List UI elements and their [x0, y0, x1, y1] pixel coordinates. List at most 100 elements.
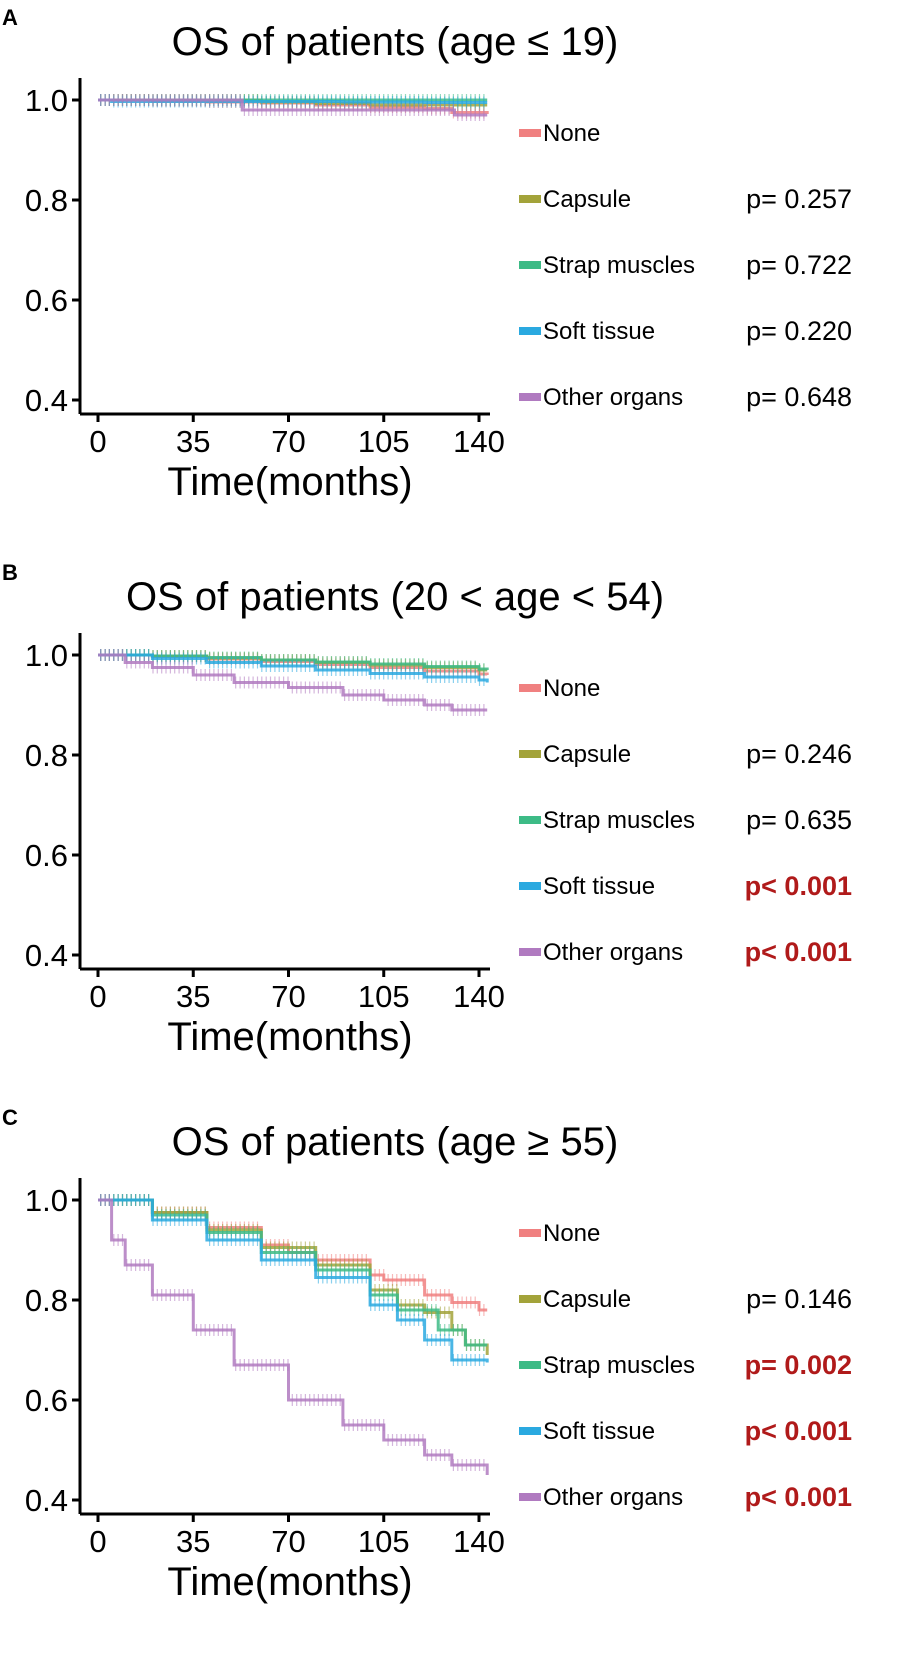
censor-marks — [100, 1194, 485, 1351]
censor-marks — [100, 94, 485, 121]
chart-svg-c: C OS of patients (age ≥ 55) 0.4 0.6 0.8 1.0 0 3… — [2, 1105, 852, 1604]
censor-marks — [100, 1194, 485, 1471]
p-value-strap-muscles: p= 0.635 — [746, 805, 852, 835]
legend-label-other-organs: Other organs — [543, 939, 683, 966]
legend-label-other-organs: Other organs — [543, 1484, 683, 1511]
series-soft-tissue — [98, 1194, 489, 1366]
y-tick-label: 0.6 — [25, 1383, 68, 1418]
legend-swatch-other-organs — [519, 393, 541, 401]
legend-label-capsule: Capsule — [543, 741, 631, 768]
legend-swatch-capsule — [519, 195, 541, 203]
survival-curve — [98, 1198, 489, 1355]
chart-title: OS of patients (20 < age < 54) — [126, 575, 664, 619]
x-tick-label: 140 — [453, 424, 505, 459]
series-soft-tissue — [98, 649, 489, 686]
legend-label-none: None — [543, 120, 600, 147]
p-value-soft-tissue: p= 0.220 — [746, 316, 852, 346]
panel-b: B OS of patients (20 < age < 54) 0.4 0.6 0.8… — [0, 555, 901, 1100]
legend-swatch-other-organs — [519, 1493, 541, 1501]
p-value-soft-tissue: p< 0.001 — [745, 1416, 852, 1446]
legend-swatch-strap-muscles — [519, 1361, 541, 1369]
x-tick-label: 140 — [453, 1524, 505, 1559]
x-tick-label: 70 — [271, 1524, 305, 1559]
x-tick-label: 140 — [453, 979, 505, 1014]
legend-swatch-none — [519, 1229, 541, 1237]
legend-label-strap-muscles: Strap muscles — [543, 1352, 695, 1379]
legend-swatch-strap-muscles — [519, 261, 541, 269]
y-tick-label: 0.8 — [25, 183, 68, 218]
legend-swatch-soft-tissue — [519, 882, 541, 890]
y-tick-label: 0.6 — [25, 838, 68, 873]
y-tick-label: 0.6 — [25, 283, 68, 318]
survival-curve — [98, 1198, 489, 1363]
p-value-capsule: p= 0.257 — [746, 184, 852, 214]
x-tick-label: 105 — [358, 424, 410, 459]
panel-letter: A — [2, 5, 18, 30]
y-tick-label: 0.4 — [25, 1483, 68, 1518]
legend-swatch-capsule — [519, 750, 541, 758]
legend-label-none: None — [543, 1220, 600, 1247]
survival-curve — [98, 1198, 489, 1475]
chart-title: OS of patients (age ≥ 55) — [172, 1120, 619, 1164]
series-other-organs — [98, 649, 488, 716]
censor-marks — [100, 649, 485, 716]
x-tick-label: 105 — [358, 979, 410, 1014]
x-axis-label: Time(months) — [167, 1015, 412, 1059]
series-strap-muscles — [98, 1194, 488, 1351]
legend-label-soft-tissue: Soft tissue — [543, 1418, 655, 1445]
chart-svg-b: B OS of patients (20 < age < 54) 0.4 0.6 0.8… — [2, 560, 852, 1059]
series-other-organs — [98, 94, 488, 121]
x-tick-label: 35 — [176, 979, 210, 1014]
p-value-strap-muscles: p= 0.002 — [745, 1350, 852, 1380]
panel-letter: B — [2, 560, 18, 585]
y-tick-label: 1.0 — [25, 638, 68, 673]
y-tick-label: 0.4 — [25, 938, 68, 973]
x-axis-label: Time(months) — [167, 1560, 412, 1604]
y-tick-label: 0.4 — [25, 383, 68, 418]
legend-label-other-organs: Other organs — [543, 384, 683, 411]
legend-label-strap-muscles: Strap muscles — [543, 252, 695, 279]
legend-swatch-none — [519, 129, 541, 137]
legend-label-capsule: Capsule — [543, 1286, 631, 1313]
x-axis-label: Time(months) — [167, 460, 412, 504]
legend-swatch-strap-muscles — [519, 816, 541, 824]
panel-letter: C — [2, 1105, 18, 1130]
chart-title: OS of patients (age ≤ 19) — [172, 20, 619, 64]
x-tick-label: 0 — [89, 1524, 106, 1559]
legend-label-soft-tissue: Soft tissue — [543, 873, 655, 900]
chart-svg-a: A OS of patients (age ≤ 19) 0.4 0.6 0.8 1.0 0 3… — [2, 5, 852, 504]
x-tick-label: 105 — [358, 1524, 410, 1559]
x-tick-label: 35 — [176, 424, 210, 459]
legend-label-none: None — [543, 675, 600, 702]
p-value-soft-tissue: p< 0.001 — [745, 871, 852, 901]
p-value-strap-muscles: p= 0.722 — [746, 250, 852, 280]
p-value-capsule: p= 0.146 — [746, 1284, 852, 1314]
x-tick-label: 0 — [89, 424, 106, 459]
legend-label-strap-muscles: Strap muscles — [543, 807, 695, 834]
legend-swatch-other-organs — [519, 948, 541, 956]
p-value-other-organs: p= 0.648 — [746, 382, 852, 412]
y-tick-label: 1.0 — [25, 83, 68, 118]
panel-a: A OS of patients (age ≤ 19) 0.4 0.6 0.8 1.0 0 3… — [0, 0, 901, 545]
legend-swatch-soft-tissue — [519, 327, 541, 335]
legend-swatch-capsule — [519, 1295, 541, 1303]
series-other-organs — [98, 1194, 489, 1475]
legend-label-soft-tissue: Soft tissue — [543, 318, 655, 345]
p-value-capsule: p= 0.246 — [746, 739, 852, 769]
x-tick-label: 70 — [271, 979, 305, 1014]
p-value-other-organs: p< 0.001 — [745, 937, 852, 967]
legend-label-capsule: Capsule — [543, 186, 631, 213]
y-tick-label: 1.0 — [25, 1183, 68, 1218]
legend-swatch-none — [519, 684, 541, 692]
x-tick-label: 0 — [89, 979, 106, 1014]
x-tick-label: 70 — [271, 424, 305, 459]
survival-curve — [98, 1198, 488, 1347]
series-capsule — [98, 1194, 489, 1355]
censor-marks — [100, 1194, 485, 1351]
legend-swatch-soft-tissue — [519, 1427, 541, 1435]
y-tick-label: 0.8 — [25, 1283, 68, 1318]
panel-c: C OS of patients (age ≥ 55) 0.4 0.6 0.8 1.0 0 3… — [0, 1100, 901, 1645]
x-tick-label: 35 — [176, 1524, 210, 1559]
y-tick-label: 0.8 — [25, 738, 68, 773]
p-value-other-organs: p< 0.001 — [745, 1482, 852, 1512]
